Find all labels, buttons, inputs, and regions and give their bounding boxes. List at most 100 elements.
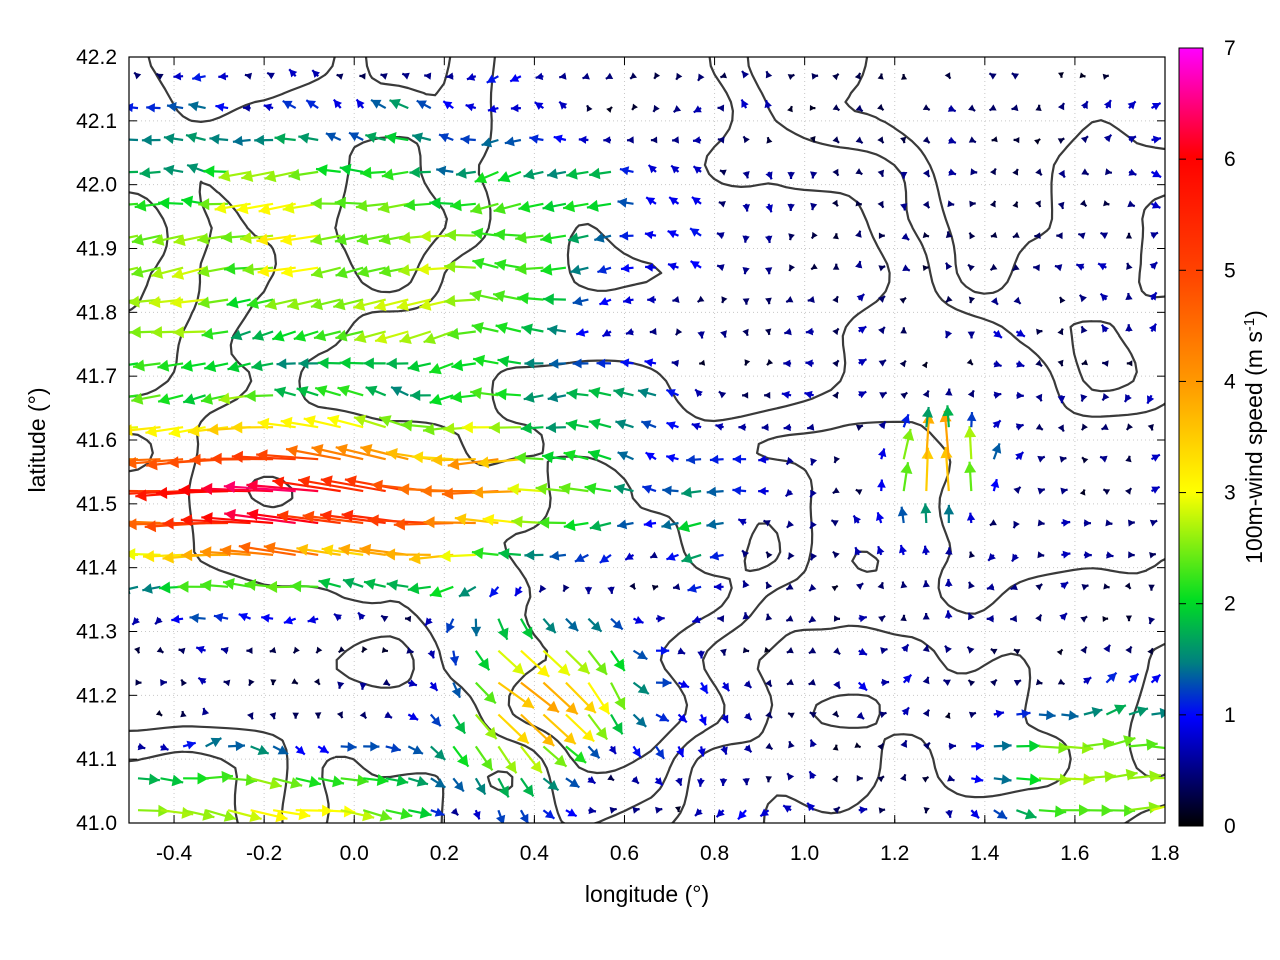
wind-arrow-head (1128, 168, 1137, 176)
wind-arrow (504, 136, 522, 147)
wind-arrow-head (178, 647, 186, 655)
colorbar-tick-label: 0 (1224, 815, 1236, 838)
wind-arrow-head (1168, 743, 1180, 755)
wind-arrow-head (1103, 644, 1110, 653)
wind-arrow (546, 168, 567, 179)
wind-arrow-head (310, 298, 323, 311)
wind-arrow (681, 552, 702, 564)
colorbar-tick-label: 3 (1224, 482, 1236, 505)
wind-arrow (594, 232, 612, 243)
wind-arrow-head (472, 257, 485, 270)
wind-arrow (852, 514, 861, 524)
wind-arrow-head (1151, 674, 1161, 684)
wind-arrow (385, 743, 401, 753)
wind-arrow (1015, 423, 1024, 431)
wind-arrow-head (607, 774, 614, 781)
wind-arrow (765, 203, 773, 213)
wind-arrow (742, 203, 750, 212)
wind-arrow-head (155, 616, 163, 625)
wind-arrow-head (545, 622, 556, 633)
wind-arrow (1106, 735, 1136, 748)
wind-arrow-head (634, 616, 644, 624)
wind-arrow (256, 449, 319, 462)
wind-arrow-head (858, 681, 867, 691)
wind-arrow-head (559, 482, 571, 495)
wind-arrow-head (671, 165, 680, 174)
wind-arrow-head (807, 802, 816, 812)
wind-arrow-head (390, 743, 401, 753)
wind-arrow (310, 233, 341, 246)
wind-arrow (205, 737, 222, 748)
wind-arrow-head (990, 297, 998, 305)
wind-arrow (1081, 168, 1090, 176)
wind-arrow (787, 171, 795, 180)
wind-arrow (830, 519, 839, 527)
wind-arrow (288, 68, 298, 78)
wind-arrow-head (944, 712, 951, 719)
wind-arrow (656, 646, 670, 656)
wind-arrow (880, 647, 888, 655)
wind-arrow-head (135, 489, 147, 502)
wind-arrow (765, 613, 773, 621)
wind-arrow (263, 542, 319, 556)
wind-arrow (129, 234, 139, 239)
wind-arrow (833, 615, 841, 622)
wind-arrow (1127, 100, 1137, 110)
wind-arrow (129, 426, 139, 429)
wind-arrow-head (1016, 329, 1025, 337)
wind-arrow (246, 297, 274, 309)
wind-arrow-head (967, 646, 975, 654)
wind-arrow (411, 451, 454, 464)
wind-arrow (477, 456, 522, 469)
wind-arrow-head (1148, 584, 1155, 591)
wind-arrow (922, 644, 930, 652)
wind-arrow (218, 169, 251, 182)
wind-arrow (218, 72, 229, 81)
wind-arrow-head (189, 613, 199, 624)
wind-arrow-head (900, 172, 908, 179)
wind-arrow (677, 520, 702, 533)
wind-arrow (427, 650, 435, 659)
wind-arrow (250, 777, 282, 790)
wind-arrow (131, 392, 161, 405)
wind-arrow (989, 200, 997, 208)
wind-arrow-head (1128, 519, 1135, 527)
wind-arrow (1081, 584, 1089, 591)
wind-arrow-head (409, 552, 421, 565)
wind-arrow (447, 458, 499, 471)
wind-arrow (855, 136, 864, 145)
wind-arrow-head (1059, 456, 1067, 463)
wind-arrow (129, 362, 139, 366)
wind-arrow (1150, 169, 1162, 179)
wind-arrow-head (298, 475, 311, 488)
wind-arrow-head (181, 679, 187, 687)
wind-arrow (1013, 648, 1021, 655)
wind-arrow (879, 391, 888, 399)
wind-arrow-head (384, 132, 397, 144)
wind-arrow (855, 168, 863, 176)
wind-arrow-head (1102, 73, 1109, 80)
wind-arrow (313, 329, 341, 342)
wind-arrow (1123, 394, 1132, 403)
wind-arrow (807, 296, 815, 303)
wind-arrow (922, 200, 931, 209)
wind-arrow (436, 165, 454, 176)
wind-arrow-shaft (1151, 805, 1165, 812)
wind-arrow-head (537, 664, 550, 677)
wind-arrow (475, 681, 497, 705)
wind-arrow (761, 423, 769, 431)
colorbar-tick-label: 1 (1224, 704, 1236, 727)
wind-arrow-head (281, 265, 294, 278)
y-tick-label: 41.7 (76, 365, 117, 388)
wind-arrow-head (1149, 552, 1156, 559)
wind-arrow-head (173, 72, 182, 81)
wind-arrow-head (213, 612, 224, 623)
wind-arrow-head (697, 748, 706, 757)
wind-arrow-head (563, 449, 576, 462)
wind-arrow-head (590, 621, 602, 632)
wind-arrow (160, 743, 169, 751)
wind-arrow (340, 809, 375, 822)
wind-arrow (617, 451, 634, 461)
wind-arrow-head (641, 420, 652, 430)
wind-arrow-head (488, 421, 500, 434)
